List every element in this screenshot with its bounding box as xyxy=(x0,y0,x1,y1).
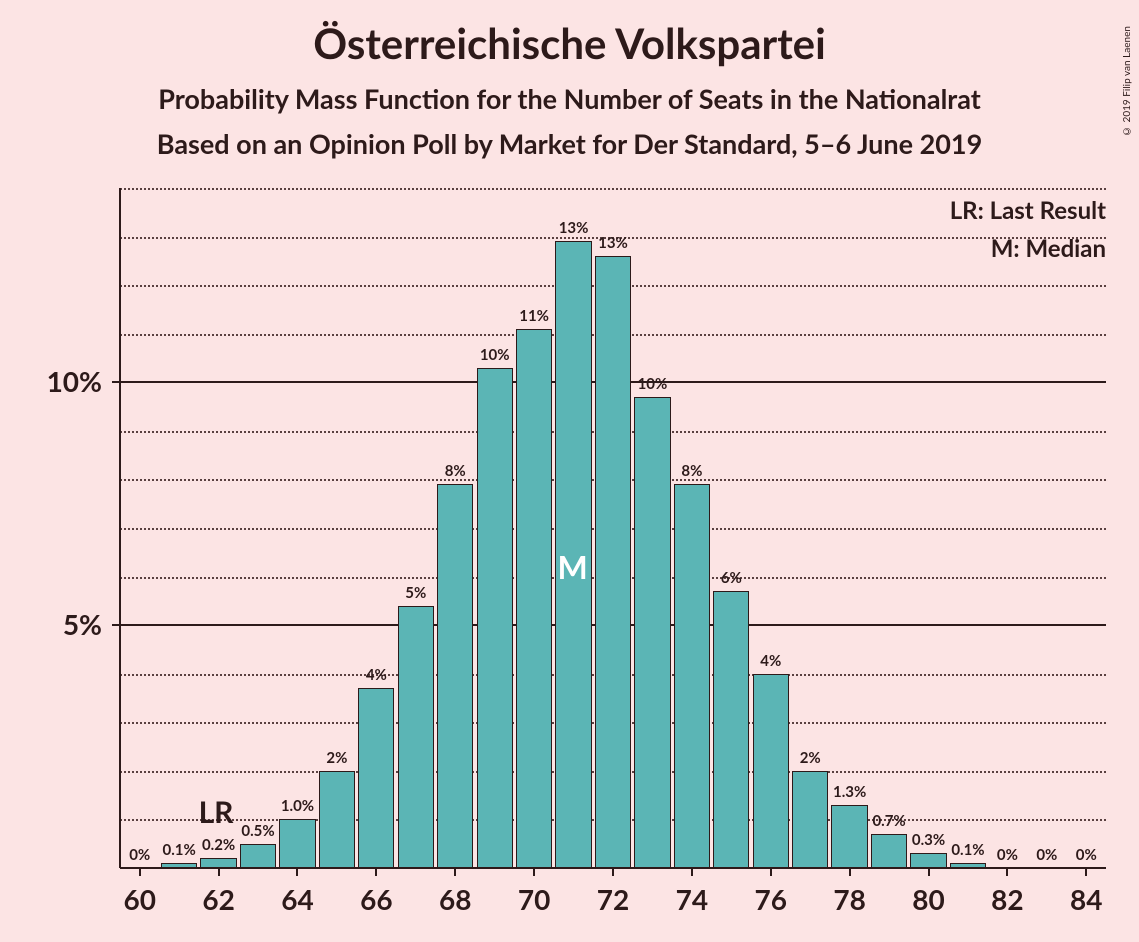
bar xyxy=(398,606,434,868)
bar-value-label: 0.2% xyxy=(202,836,235,854)
bar-value-label: 0.7% xyxy=(872,812,905,830)
bar xyxy=(753,674,789,868)
bar-value-label: 0% xyxy=(997,846,1018,864)
bar-value-label: 1.3% xyxy=(833,783,866,801)
bar-value-label: 0.5% xyxy=(241,822,274,840)
bar xyxy=(437,484,473,868)
bar-value-label: 0.1% xyxy=(951,841,984,859)
bar-value-label: 5% xyxy=(405,584,426,602)
bar-value-label: 4% xyxy=(760,652,781,670)
x-axis-label: 66 xyxy=(360,882,392,916)
bar-value-label: 8% xyxy=(445,462,466,480)
y-axis xyxy=(119,188,121,868)
x-tick xyxy=(454,868,456,876)
x-tick xyxy=(770,868,772,876)
x-axis-label: 68 xyxy=(439,882,471,916)
bar-value-label: 10% xyxy=(480,346,510,364)
grid-minor xyxy=(120,188,1106,190)
x-axis-label: 60 xyxy=(123,882,155,916)
bar-value-label: 1.0% xyxy=(281,797,314,815)
bar xyxy=(831,805,867,868)
bar-value-label: 13% xyxy=(598,234,628,252)
bar-value-label: 6% xyxy=(721,569,742,587)
bar-value-label: 0% xyxy=(1076,846,1097,864)
bar-value-label: 0.1% xyxy=(163,841,196,859)
x-tick xyxy=(375,868,377,876)
x-tick xyxy=(928,868,930,876)
x-tick xyxy=(1085,868,1087,876)
bar-value-label: 10% xyxy=(638,375,668,393)
bar-value-label: 8% xyxy=(681,462,702,480)
x-tick xyxy=(849,868,851,876)
bar-value-label: 0% xyxy=(1036,846,1057,864)
bar xyxy=(792,771,828,868)
bar xyxy=(240,844,276,868)
x-tick xyxy=(218,868,220,876)
x-axis-label: 72 xyxy=(597,882,629,916)
chart-subtitle-2: Based on an Opinion Poll by Market for D… xyxy=(0,127,1139,160)
x-axis-label: 76 xyxy=(755,882,787,916)
x-tick xyxy=(296,868,298,876)
y-axis-label: 10% xyxy=(47,364,102,398)
bar-value-label: 2% xyxy=(326,749,347,767)
x-axis-label: 84 xyxy=(1070,882,1102,916)
bar xyxy=(319,771,355,868)
bar xyxy=(279,819,315,868)
annotation-last-result: LR xyxy=(199,794,234,830)
bar xyxy=(634,397,670,868)
bar xyxy=(358,688,394,868)
x-axis-label: 82 xyxy=(991,882,1023,916)
bar xyxy=(713,591,749,868)
x-tick xyxy=(612,868,614,876)
chart-title: Österreichische Volkspartei xyxy=(0,18,1139,68)
annotation-median: M xyxy=(558,547,588,586)
bar xyxy=(674,484,710,868)
bar-value-label: 0% xyxy=(129,846,150,864)
x-tick xyxy=(139,868,141,876)
y-axis-label: 5% xyxy=(63,607,102,641)
bar-value-label: 2% xyxy=(800,749,821,767)
legend-last-result: LR: Last Result xyxy=(950,196,1106,225)
x-axis-label: 62 xyxy=(202,882,234,916)
x-tick xyxy=(1006,868,1008,876)
x-axis-label: 64 xyxy=(281,882,313,916)
chart-area: 5%10%0%0.1%0.2%0.5%1.0%2%4%5%8%10%11%13%… xyxy=(120,188,1106,868)
x-axis-label: 74 xyxy=(676,882,708,916)
bar xyxy=(516,329,552,868)
x-axis-label: 70 xyxy=(518,882,550,916)
copyright-text: © 2019 Filip van Laenen xyxy=(1121,26,1133,137)
chart-subtitle-1: Probability Mass Function for the Number… xyxy=(0,82,1139,115)
bar-value-label: 0.3% xyxy=(912,831,945,849)
bar-value-label: 11% xyxy=(519,307,549,325)
bar xyxy=(477,368,513,868)
bar xyxy=(595,256,631,868)
legend-median: M: Median xyxy=(991,234,1106,263)
x-tick xyxy=(691,868,693,876)
x-axis-label: 80 xyxy=(912,882,944,916)
bar-value-label: 13% xyxy=(559,219,589,237)
bar-value-label: 4% xyxy=(366,666,387,684)
x-axis-label: 78 xyxy=(833,882,865,916)
x-tick xyxy=(533,868,535,876)
bar xyxy=(910,853,946,868)
bar xyxy=(871,834,907,868)
